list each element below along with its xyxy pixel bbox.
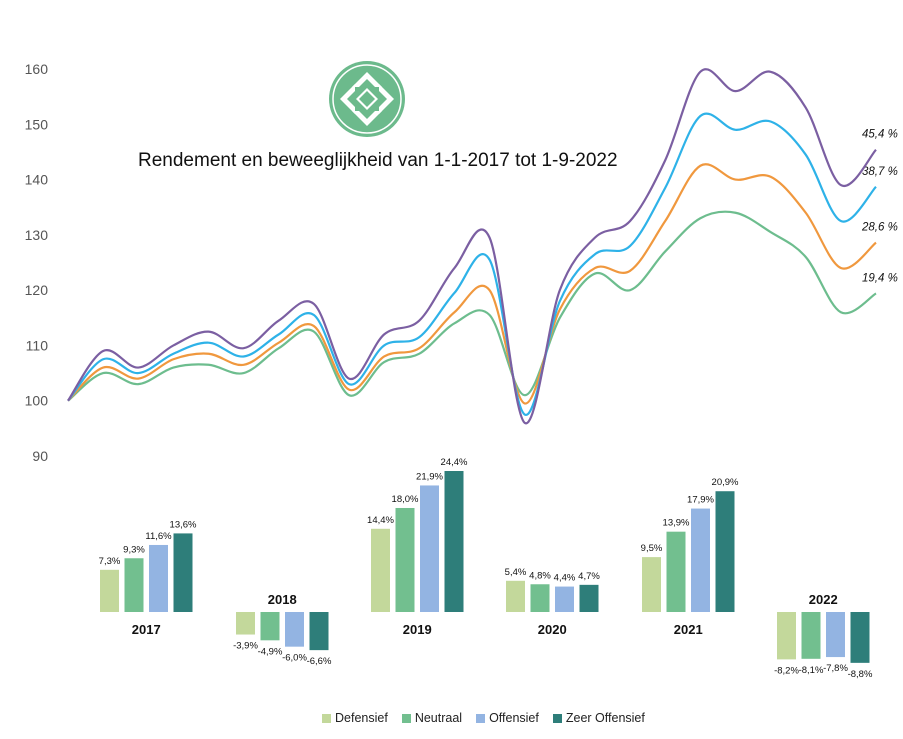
legend-swatch bbox=[322, 713, 331, 723]
bar-value-label: 4,4% bbox=[554, 573, 576, 584]
end-value-label: 38,7 % bbox=[862, 166, 898, 178]
bar-value-label: 21,9% bbox=[416, 471, 443, 482]
series-line-defensief bbox=[67, 210, 877, 402]
series-line-zeer-offensief bbox=[67, 68, 877, 424]
bar-value-label: 11,6% bbox=[145, 531, 172, 542]
bar-2018-offensief bbox=[285, 612, 304, 647]
bar-value-label: -8,1% bbox=[799, 665, 824, 676]
legend-label: Defensief bbox=[335, 711, 388, 725]
legend-item: Neutraal bbox=[401, 711, 463, 725]
series-line-neutraal bbox=[67, 163, 877, 405]
legend: Defensief Neutraal Offensief Zeer Offens… bbox=[322, 711, 645, 725]
bar-value-label: 4,8% bbox=[529, 570, 551, 581]
y-tick-label: 90 bbox=[32, 448, 48, 464]
bar-value-label: -8,2% bbox=[774, 665, 799, 676]
bar-2018-defensief bbox=[236, 612, 255, 635]
category-label: 2019 bbox=[403, 622, 432, 637]
bar-2018-zeer-offensief bbox=[309, 612, 329, 651]
end-value-label: 19,4 % bbox=[862, 272, 898, 284]
bar-2018-neutraal bbox=[260, 612, 280, 641]
category-label: 2021 bbox=[674, 622, 703, 637]
bar-value-label: -7,8% bbox=[823, 663, 848, 674]
y-tick-label: 160 bbox=[25, 61, 49, 77]
bar-2017-offensief bbox=[149, 544, 168, 612]
bar-2022-zeer-offensief bbox=[850, 612, 870, 663]
end-value-label: 45,4 % bbox=[862, 129, 898, 141]
diamond-arrows-logo bbox=[328, 60, 406, 138]
end-value-label: 28,6 % bbox=[861, 222, 898, 234]
y-tick-label: 110 bbox=[26, 337, 49, 353]
legend-item: Offensief bbox=[476, 711, 539, 725]
bar-2021-defensief bbox=[642, 557, 661, 612]
legend-item: Zeer Offensief bbox=[552, 711, 645, 725]
bar-2022-defensief bbox=[777, 612, 796, 660]
bar-2021-zeer-offensief bbox=[715, 491, 735, 612]
bar-2021-offensief bbox=[691, 508, 710, 612]
bar-value-label: 9,3% bbox=[123, 544, 145, 555]
bar-2022-neutraal bbox=[801, 612, 821, 659]
bar-2020-defensief bbox=[506, 580, 525, 612]
legend-label: Offensief bbox=[489, 711, 539, 725]
bar-value-label: 9,5% bbox=[641, 543, 663, 554]
series-line-offensief bbox=[67, 112, 877, 416]
bar-value-label: 7,3% bbox=[99, 556, 121, 567]
category-label: 2022 bbox=[809, 592, 838, 607]
bar-value-label: 13,9% bbox=[663, 518, 690, 529]
bar-value-label: 20,9% bbox=[712, 477, 739, 488]
bar-2019-neutraal bbox=[395, 507, 415, 612]
y-tick-label: 140 bbox=[25, 172, 49, 188]
bar-value-label: 4,7% bbox=[578, 571, 600, 582]
category-label: 2017 bbox=[132, 622, 161, 637]
bar-value-label: 24,4% bbox=[441, 457, 468, 468]
bar-2020-neutraal bbox=[530, 584, 550, 612]
y-tick-label: 130 bbox=[25, 227, 49, 243]
bar-2019-defensief bbox=[371, 528, 390, 612]
bar-value-label: 13,6% bbox=[170, 519, 197, 530]
y-tick-label: 100 bbox=[25, 393, 49, 409]
legend-swatch bbox=[401, 713, 411, 723]
bar-value-label: 5,4% bbox=[505, 567, 527, 578]
bar-2019-offensief bbox=[420, 485, 439, 612]
bar-value-label: -3,9% bbox=[233, 641, 258, 652]
bar-2021-neutraal bbox=[666, 531, 686, 612]
legend-swatch bbox=[552, 713, 562, 723]
y-tick-label: 120 bbox=[25, 282, 49, 298]
bar-value-label: 17,9% bbox=[687, 495, 714, 506]
legend-swatch bbox=[476, 713, 486, 723]
bar-value-label: -8,8% bbox=[848, 669, 873, 680]
y-tick-label: 150 bbox=[25, 116, 49, 132]
bar-2017-zeer-offensief bbox=[173, 533, 193, 612]
chart-title: Rendement en beweeglijkheid van 1-1-2017… bbox=[138, 150, 618, 171]
legend-item: Defensief bbox=[322, 711, 388, 725]
bar-2017-neutraal bbox=[124, 558, 144, 612]
bar-2017-defensief bbox=[100, 569, 119, 612]
bar-2020-zeer-offensief bbox=[579, 584, 599, 612]
legend-label: Zeer Offensief bbox=[565, 711, 645, 725]
bar-value-label: 14,4% bbox=[367, 515, 394, 526]
category-label: 2018 bbox=[268, 592, 297, 607]
bar-value-label: 18,0% bbox=[392, 494, 419, 505]
legend-label: Neutraal bbox=[414, 711, 463, 725]
bar-2022-offensief bbox=[826, 612, 845, 658]
bar-value-label: -4,9% bbox=[258, 646, 283, 657]
bar-value-label: -6,6% bbox=[307, 656, 332, 667]
bar-value-label: -6,0% bbox=[282, 653, 307, 664]
category-label: 2020 bbox=[538, 622, 567, 637]
bar-2020-offensief bbox=[555, 586, 574, 612]
bar-2019-zeer-offensief bbox=[444, 471, 464, 612]
